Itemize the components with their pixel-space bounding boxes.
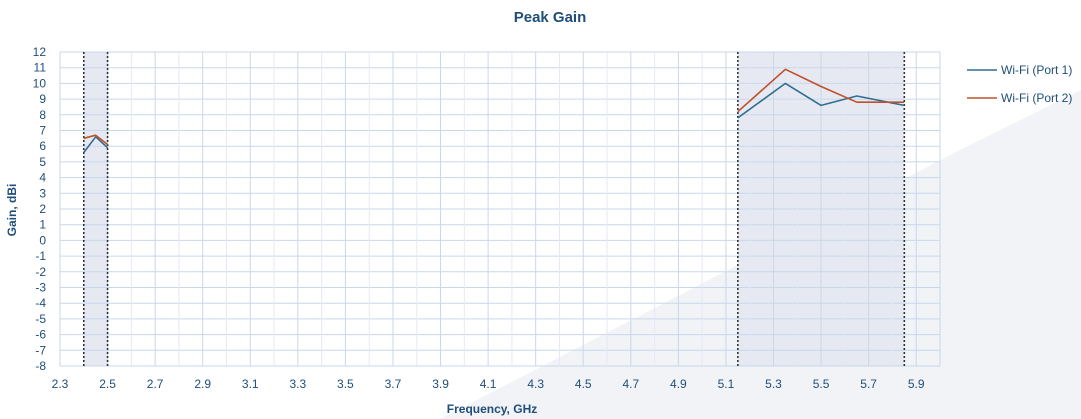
y-tick-label: -7 xyxy=(35,343,46,357)
x-tick-label: 4.7 xyxy=(622,377,639,391)
y-tick-label: 10 xyxy=(33,76,47,90)
chart-title: Peak Gain xyxy=(514,9,587,26)
y-tick-label: 11 xyxy=(34,61,47,75)
x-tick-label: 2.3 xyxy=(52,377,69,391)
x-tick-label: 5.9 xyxy=(908,377,925,391)
x-tick-label: 5.1 xyxy=(718,377,735,391)
x-tick-label: 4.5 xyxy=(575,377,592,391)
series-line xyxy=(83,136,109,153)
grid-lines xyxy=(59,51,941,367)
x-tick-label: 5.7 xyxy=(860,377,877,391)
x-tick-label: 3.5 xyxy=(337,377,354,391)
x-tick-label: 3.7 xyxy=(385,377,402,391)
x-tick-label: 2.5 xyxy=(99,377,116,391)
y-tick-label: 9 xyxy=(39,92,46,106)
x-tick-label: 3.1 xyxy=(242,377,259,391)
series-lines xyxy=(83,68,905,153)
x-tick-label: 3.9 xyxy=(432,377,449,391)
y-tick-label: -5 xyxy=(35,312,46,326)
x-tick-label: 3.3 xyxy=(289,377,306,391)
y-tick-label: 7 xyxy=(39,124,46,138)
y-tick-label: -1 xyxy=(35,249,46,263)
y-tick-label: -3 xyxy=(35,281,46,295)
series-line xyxy=(737,68,905,113)
band-marker-lines xyxy=(82,52,906,366)
x-tick-label: 4.1 xyxy=(480,377,497,391)
legend-entry-label: Wi-Fi (Port 2) xyxy=(1001,91,1072,105)
y-tick-label: -6 xyxy=(35,328,46,342)
x-tick-label: 4.9 xyxy=(670,377,687,391)
y-tick-label: 1 xyxy=(39,218,46,232)
legend: Wi-Fi (Port 1) Wi-Fi (Port 2) xyxy=(967,63,1072,105)
y-tick-label: -2 xyxy=(35,265,46,279)
y-axis-label: Gain, dBi xyxy=(5,184,19,237)
y-tick-label: 2 xyxy=(39,202,46,216)
y-tick-label: 3 xyxy=(39,186,46,200)
y-tick-label: 12 xyxy=(33,45,47,59)
x-tick-label: 5.3 xyxy=(765,377,782,391)
x-tick-label: 2.7 xyxy=(147,377,164,391)
y-tick-label: 8 xyxy=(39,108,46,122)
y-tick-label: 6 xyxy=(39,139,46,153)
y-tick-label: 5 xyxy=(39,155,46,169)
x-axis-label: Frequency, GHz xyxy=(447,402,537,416)
x-tick-label: 5.5 xyxy=(813,377,830,391)
y-tick-label: 0 xyxy=(39,233,46,247)
legend-entry-label: Wi-Fi (Port 1) xyxy=(1001,63,1072,77)
series-line xyxy=(83,134,109,146)
y-tick-label: -4 xyxy=(35,296,46,310)
x-tick-label: 2.9 xyxy=(194,377,211,391)
series-line xyxy=(737,82,905,119)
y-tick-label: -8 xyxy=(35,359,46,373)
y-tick-label: 4 xyxy=(39,171,46,185)
x-tick-label: 4.3 xyxy=(527,377,544,391)
